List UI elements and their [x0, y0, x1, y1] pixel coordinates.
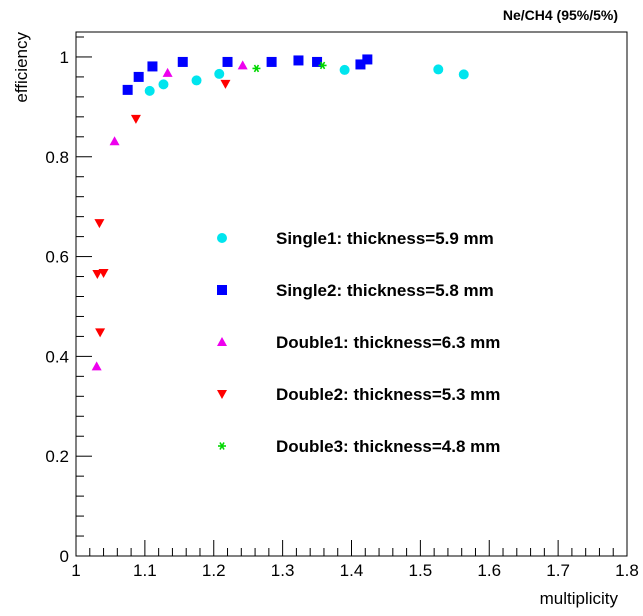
y-tick-label: 0.2: [45, 447, 69, 466]
x-tick-label: 1.4: [340, 561, 364, 580]
data-point: [158, 79, 169, 90]
data-point: [252, 64, 261, 73]
data-point: [355, 59, 366, 70]
legend-marker: [218, 442, 226, 450]
legend-label: Double1: thickness=6.3 mm: [276, 333, 500, 352]
data-point: [98, 269, 109, 279]
legend-marker: [217, 285, 227, 295]
y-axis-ticks: 0 0.2 0.4 0.6 0.8 1: [45, 36, 92, 566]
data-point: [433, 64, 444, 75]
x-axis-title: multiplicity: [540, 589, 619, 608]
data-point: [109, 136, 120, 146]
data-point: [339, 64, 350, 75]
data-point: [458, 69, 469, 80]
data-point: [144, 85, 155, 96]
y-tick-label: 0.6: [45, 248, 69, 267]
legend-label: Single2: thickness=5.8 mm: [276, 281, 494, 300]
data-point: [177, 56, 188, 67]
data-point: [266, 56, 277, 67]
legend-marker: [217, 337, 227, 346]
x-tick-label: 1.5: [409, 561, 433, 580]
data-point: [147, 61, 158, 72]
plot-frame: [75, 31, 628, 557]
data-point: [133, 71, 144, 82]
y-tick-label: 1: [60, 48, 69, 67]
legend-marker: [217, 233, 227, 243]
data-point: [222, 56, 233, 67]
data-point: [122, 84, 133, 95]
x-tick-label: 1.3: [271, 561, 295, 580]
x-tick-label: 1.6: [477, 561, 501, 580]
data-point: [312, 56, 323, 67]
x-tick-label: 1.2: [202, 561, 226, 580]
data-point: [362, 54, 373, 65]
data-point: [293, 55, 304, 66]
legend: Single1: thickness=5.9 mm Single2: thickn…: [217, 229, 500, 456]
x-tick-label: 1.1: [133, 561, 157, 580]
data-point: [92, 270, 103, 280]
data-point: [95, 328, 106, 338]
y-tick-label: 0: [60, 547, 69, 566]
data-point: [237, 60, 248, 70]
data-point: [130, 114, 141, 124]
chart-title: Ne/CH4 (95%/5%): [503, 7, 618, 23]
x-tick-label: 1: [71, 561, 80, 580]
x-axis-ticks: 1 1.1 1.2 1.3 1.4 1.5 1.6 1.7 1.8: [71, 540, 639, 580]
data-point: [94, 219, 105, 229]
data-point: [162, 67, 173, 77]
x-tick-label: 1.8: [615, 561, 639, 580]
data-point: [91, 361, 102, 371]
legend-label: Single1: thickness=5.9 mm: [276, 229, 494, 248]
legend-marker: [217, 390, 227, 399]
data-points: [91, 54, 469, 371]
data-point: [220, 79, 231, 89]
data-point: [318, 61, 327, 70]
x-tick-label: 1.7: [546, 561, 570, 580]
data-point: [191, 75, 202, 86]
y-tick-label: 0.4: [45, 347, 69, 366]
y-tick-label: 0.8: [45, 148, 69, 167]
legend-label: Double2: thickness=5.3 mm: [276, 385, 500, 404]
data-point: [214, 68, 225, 79]
y-axis-title: efficiency: [12, 32, 31, 103]
legend-label: Double3: thickness=4.8 mm: [276, 437, 500, 456]
